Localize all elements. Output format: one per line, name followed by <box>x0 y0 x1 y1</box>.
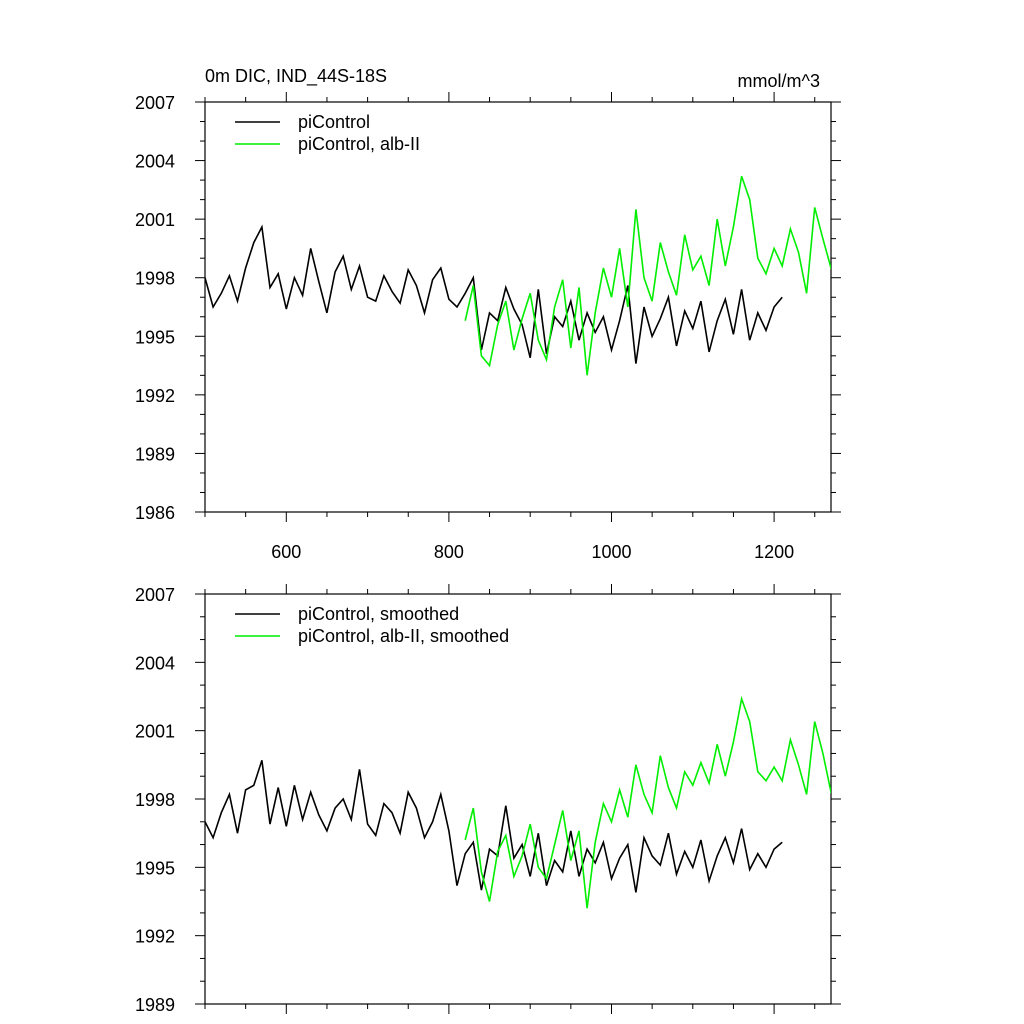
y-tick-label: 1998 <box>135 269 175 289</box>
legend-label: piControl, smoothed <box>298 604 459 624</box>
y-tick-label: 2004 <box>135 653 175 673</box>
y-tick-label: 2007 <box>135 585 175 605</box>
y-tick-label: 1986 <box>135 503 175 523</box>
legend-label: piControl, alb-II <box>298 134 420 154</box>
y-tick-label: 1992 <box>135 927 175 947</box>
y-tick-label: 1992 <box>135 386 175 406</box>
y-tick-label: 2001 <box>135 210 175 230</box>
chart-panel-bottom: 1989 1992 1995 1998 2001 2004 2007 piControl, s… <box>135 584 841 1015</box>
plot-frame <box>204 101 832 513</box>
series-line-picontrol <box>205 224 783 364</box>
legend-label: piControl <box>298 112 370 132</box>
series-line-picontrol <box>205 760 783 893</box>
series-line-alb-ii <box>464 695 831 909</box>
y-tick-label: 1998 <box>135 790 175 810</box>
y-tick-label: 1989 <box>135 995 175 1015</box>
y-tick-label: 2001 <box>135 722 175 742</box>
y-tick-label: 2004 <box>135 152 175 172</box>
y-tick-label: 1995 <box>135 327 175 347</box>
figure-title: 0m DIC, IND_44S-18S <box>205 66 387 87</box>
series-line-alb-ii <box>464 175 831 376</box>
y-tick-label: 2007 <box>135 93 175 113</box>
units-label: mmol/m^3 <box>738 71 820 91</box>
y-tick-label: 1989 <box>135 444 175 464</box>
chart-panel-top: 600 800 1000 1200 1986 1989 1992 1995 1998 2001 20… <box>135 92 841 562</box>
x-tick-label: 600 <box>271 542 301 562</box>
x-tick-label: 1000 <box>591 542 631 562</box>
plot-frame <box>204 593 832 1005</box>
y-tick-label: 1995 <box>135 858 175 878</box>
x-tick-label: 800 <box>434 542 464 562</box>
legend-label: piControl, alb-II, smoothed <box>298 626 509 646</box>
x-tick-label: 1200 <box>754 542 794 562</box>
